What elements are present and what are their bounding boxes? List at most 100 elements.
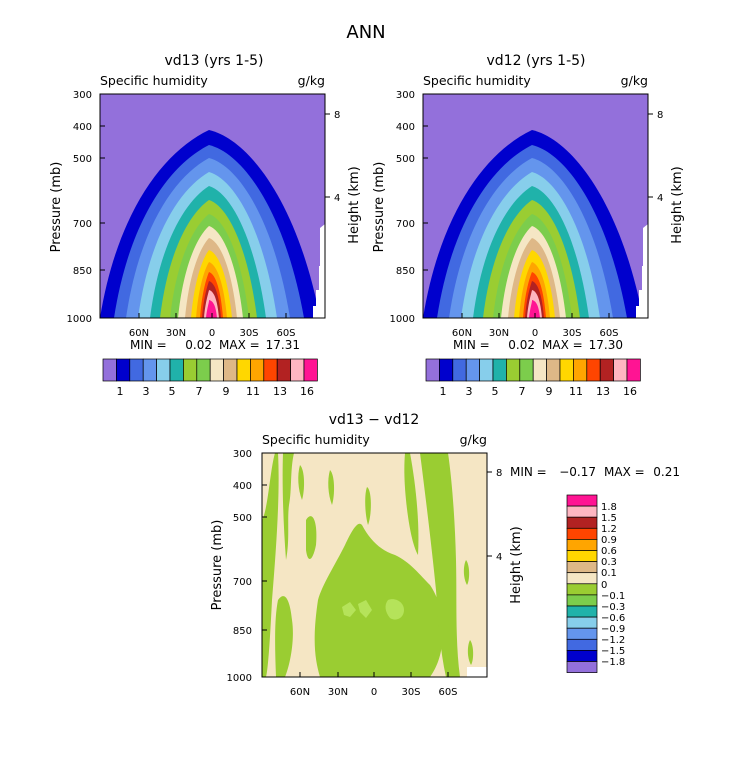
y-tick: 850 <box>396 266 415 277</box>
colorbar-swatch <box>196 358 211 382</box>
colorbar-label: 0.3 <box>601 557 617 568</box>
x-tick: 0 <box>209 328 215 339</box>
colorbar-label: 9 <box>546 385 553 398</box>
positive-diff-region <box>275 596 293 677</box>
colorbar-swatch <box>559 358 574 382</box>
y-tick: 700 <box>73 219 92 230</box>
colorbar-label: −0.9 <box>601 624 625 635</box>
x-tick: 30N <box>328 687 348 698</box>
colorbar-labels: 1 3 5 7 9 11 13 16 <box>117 385 315 398</box>
x-tick: 0 <box>532 328 538 339</box>
colorbar-swatch <box>492 358 507 382</box>
figure-title: ANN <box>346 22 385 43</box>
missing-data-region <box>636 224 648 318</box>
colorbar-swatch <box>566 638 598 651</box>
strong-positive-diff-region <box>342 602 356 617</box>
positive-diff-region <box>463 560 470 585</box>
y-tick: 300 <box>73 90 92 101</box>
colorbar-label: 1 <box>117 385 124 398</box>
colorbar-swatch <box>116 358 131 382</box>
colorbar-swatch <box>613 358 628 382</box>
y-axis-right-label: Height (km) <box>347 166 362 243</box>
height-ticks: 8 4 <box>648 110 663 204</box>
colorbar-label: 0 <box>601 580 607 591</box>
min-value: −0.17 <box>559 465 596 479</box>
y-ticks: 300 400 500 700 850 1000 <box>390 90 415 325</box>
colorbar-label: −0.1 <box>601 591 625 602</box>
panel-subtitle-right: g/kg <box>298 73 325 88</box>
colorbar-swatch <box>566 527 598 540</box>
x-tick: 30N <box>166 328 186 339</box>
colorbar-swatch <box>479 358 494 382</box>
colorbar-label: 13 <box>273 385 287 398</box>
y-tick: 400 <box>233 481 252 492</box>
x-tick: 60S <box>599 328 618 339</box>
colorbar-swatch <box>209 358 224 382</box>
max-label: MAX = <box>219 338 260 352</box>
colorbar-swatch <box>439 358 454 382</box>
colorbar-swatch <box>276 358 291 382</box>
x-tick: 60N <box>290 687 310 698</box>
colorbar-swatch <box>566 627 598 640</box>
y-tick: 700 <box>233 577 252 588</box>
panel-subtitle-right: g/kg <box>460 432 487 447</box>
x-tick: 30N <box>489 328 509 339</box>
colorbar-label: 7 <box>519 385 526 398</box>
colorbar-swatch <box>566 650 598 662</box>
x-tick: 60N <box>452 328 472 339</box>
colorbar-swatch <box>303 358 318 382</box>
colorbar-swatch <box>506 358 521 382</box>
y-tick: 1000 <box>227 673 252 684</box>
colorbar-swatch <box>425 358 440 382</box>
x-tick: 60S <box>276 328 295 339</box>
y-tick: 300 <box>396 90 415 101</box>
colorbar-swatch <box>599 358 614 382</box>
colorbar-label: 1 <box>440 385 447 398</box>
colorbar-swatch <box>465 358 480 382</box>
colorbar-swatch <box>532 358 547 382</box>
colorbar-label: 3 <box>466 385 473 398</box>
axis-tick-marks <box>423 93 610 318</box>
panel-title: vd12 (yrs 1-5) <box>486 53 585 69</box>
plot-area <box>422 93 649 319</box>
panel-vd12: vd12 (yrs 1-5) Specific humidity g/kg Pr… <box>372 53 685 398</box>
y-axis-label: Pressure (mb) <box>210 520 225 611</box>
panel-subtitle-right: g/kg <box>621 73 648 88</box>
positive-diff-region <box>365 487 371 525</box>
panel-subtitle-left: Specific humidity <box>262 432 370 447</box>
colorbar <box>425 358 641 382</box>
colorbar-swatch <box>566 550 598 562</box>
min-value: 0.02 <box>185 338 212 352</box>
y-tick: 1000 <box>390 314 415 325</box>
colorbar-swatch <box>566 561 598 574</box>
colorbar-label: 1.5 <box>601 513 617 524</box>
colorbar <box>566 494 598 673</box>
height-ticks: 8 4 <box>325 110 340 204</box>
missing-data-region <box>313 224 325 318</box>
strong-positive-diff-region <box>358 600 372 618</box>
positive-diff-region <box>404 453 419 555</box>
colorbar-swatch <box>566 605 598 618</box>
y-axis-right-label: Height (km) <box>670 166 685 243</box>
colorbar-label: 1.8 <box>601 502 617 513</box>
panel-subtitle-left: Specific humidity <box>100 73 208 88</box>
y-tick: 500 <box>73 154 92 165</box>
min-max-readout: MIN = 0.02 MAX = 17.30 <box>453 338 623 352</box>
height-tick: 4 <box>657 193 663 204</box>
colorbar-label: −0.6 <box>601 613 625 624</box>
colorbar-label: 5 <box>169 385 176 398</box>
height-tick: 4 <box>496 552 502 563</box>
colorbar-label: 9 <box>223 385 230 398</box>
colorbar-label: 16 <box>623 385 637 398</box>
colorbar-label: 0.6 <box>601 546 617 557</box>
colorbar-swatch <box>586 358 601 382</box>
colorbar-label: −1.5 <box>601 646 625 657</box>
positive-diff-region <box>420 453 460 677</box>
colorbar-swatch <box>566 539 598 551</box>
x-ticks: 60N 30N 0 30S 60S <box>290 687 458 698</box>
colorbar-swatch <box>626 358 641 382</box>
panel-title: vd13 − vd12 <box>329 412 420 428</box>
humidity-contours <box>423 93 648 318</box>
contour-band <box>529 300 540 318</box>
